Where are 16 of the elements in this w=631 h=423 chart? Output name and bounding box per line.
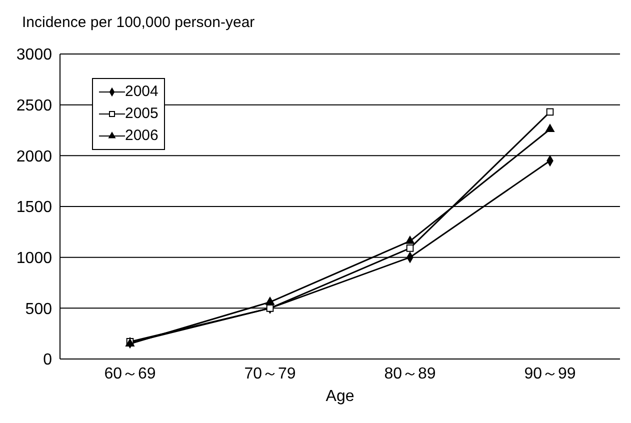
y-tick-label: 1500	[16, 199, 52, 216]
legend-label: 2005	[125, 104, 158, 124]
y-tick-label: 2000	[16, 148, 52, 166]
x-tick-label: 60～69	[104, 365, 156, 382]
legend-label: 2006	[125, 126, 158, 146]
y-axis-title: Incidence per 100,000 person-year	[22, 14, 255, 31]
y-tick-label: 3000	[16, 46, 52, 64]
x-tick-label: 70～79	[244, 365, 296, 382]
y-tick-label: 2500	[16, 98, 52, 115]
y-tick-label: 1000	[16, 250, 52, 268]
x-tick-label: 80～89	[384, 365, 436, 382]
x-tick-label: 90～99	[524, 365, 576, 382]
y-tick-label: 500	[25, 300, 52, 318]
x-axis-title: Age	[326, 388, 354, 405]
y-tick-label: 0	[43, 352, 52, 369]
legend-label: 2004	[125, 82, 158, 102]
